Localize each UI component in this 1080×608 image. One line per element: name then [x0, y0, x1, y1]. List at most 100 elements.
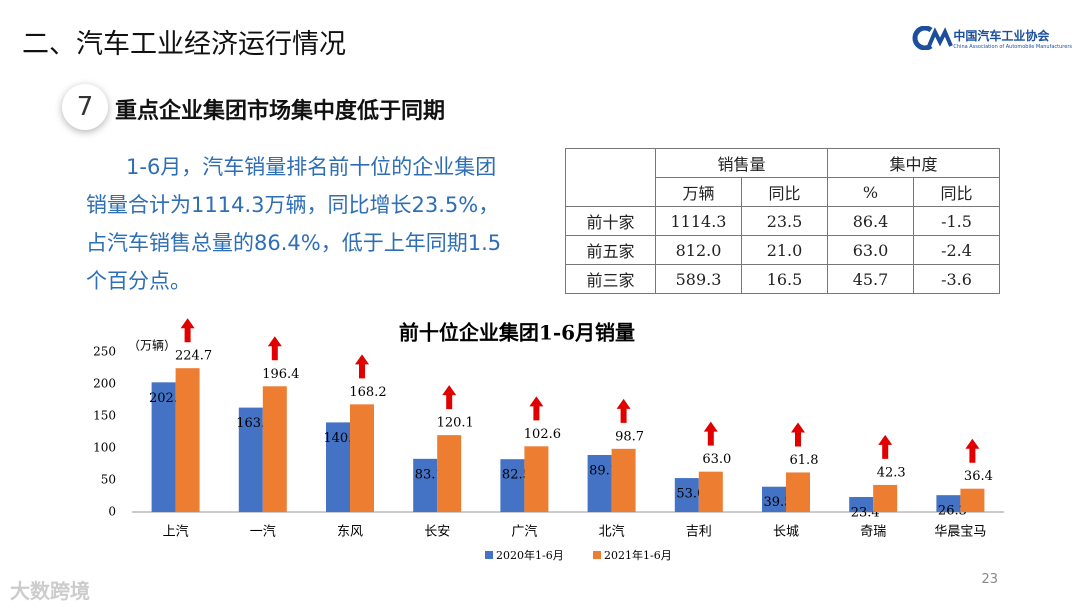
value-label: 102.6 [524, 427, 561, 442]
y-tick-label: 50 [101, 473, 116, 487]
logo-name: 中国汽车工业协会 [953, 28, 1050, 43]
bar [698, 471, 723, 512]
bar [873, 484, 898, 512]
slide-title: 二、汽车工业经济运行情况 [22, 29, 346, 60]
bar [674, 478, 699, 512]
y-unit: （万辆） [128, 339, 176, 353]
up-arrow [355, 354, 369, 379]
watermark: 大数跨境 [10, 579, 90, 603]
table-cell: 1114.3 [655, 206, 742, 236]
y-tick-label: 150 [93, 409, 116, 423]
bar [587, 454, 612, 512]
bar [960, 488, 985, 512]
legend-label: 2021年1-6月 [604, 548, 672, 562]
value-label: 224.7 [175, 349, 212, 364]
y-tick-label: 100 [93, 441, 116, 455]
table-corner [565, 148, 656, 207]
up-arrow [791, 422, 805, 447]
bar [500, 459, 525, 512]
up-arrow [442, 385, 457, 410]
bar [350, 404, 374, 512]
value-label: 89.1 [589, 463, 618, 478]
chart-title: 前十位企业集团1-6月销量 [399, 321, 635, 345]
logo: 中国汽车工业协会 China Association of Automobile… [909, 26, 1072, 50]
table-subheader: % [827, 177, 914, 207]
bar [151, 382, 176, 512]
bar [326, 422, 350, 512]
table-header: 销售量 [655, 148, 828, 178]
table-cell: -2.4 [913, 235, 1000, 265]
logo-sub: China Association of Automobile Manufact… [953, 43, 1072, 50]
table-subheader: 万辆 [655, 177, 742, 207]
up-arrow [965, 438, 980, 463]
table-cell: 589.3 [655, 264, 742, 294]
value-label: 196.4 [262, 367, 299, 382]
value-label: 98.7 [615, 429, 644, 444]
bar [762, 486, 786, 512]
page-number: 23 [981, 572, 998, 587]
x-tick-label: 东风 [337, 525, 363, 540]
x-tick-label: 奇瑞 [860, 524, 886, 540]
value-label: 83.1 [415, 467, 444, 482]
up-arrow [878, 434, 893, 459]
y-tick-label: 0 [108, 505, 116, 519]
bar [437, 435, 462, 512]
bar [175, 368, 200, 512]
x-tick-label: 北汽 [599, 525, 625, 540]
value-label: 36.4 [964, 469, 993, 484]
x-tick-label: 华晨宝马 [934, 525, 986, 540]
logo-text: 中国汽车工业协会 China Association of Automobile… [953, 27, 1072, 50]
section-title: 重点企业集团市场集中度低于同期 [115, 99, 446, 124]
value-label: 82.5 [502, 468, 531, 483]
legend-swatch [593, 551, 601, 559]
bar [262, 386, 287, 512]
value-label: 42.3 [877, 465, 906, 480]
table-cell: 23.5 [741, 206, 828, 236]
bar [238, 407, 263, 512]
table-cell: 86.4 [827, 206, 914, 236]
y-tick-label: 250 [93, 345, 116, 359]
up-arrow [267, 336, 282, 361]
value-label: 39.5 [764, 495, 793, 510]
table-subheader: 同比 [913, 177, 1000, 207]
paragraph-line: 占汽车销售总量的86.4%，低于上年同期1.5 [86, 231, 502, 255]
x-tick-label: 一汽 [250, 525, 276, 540]
paragraph: 1-6月，汽车销量排名前十位的企业集团 销量合计为1114.3万辆，同比增长23… [86, 148, 501, 300]
value-label: 26.3 [938, 504, 967, 519]
value-label: 61.8 [790, 453, 819, 468]
bar [611, 448, 636, 512]
bar [413, 458, 438, 512]
bar [849, 497, 874, 512]
bar [936, 495, 961, 512]
legend-label: 2020年1-6月 [496, 548, 564, 562]
x-tick-label: 长安 [424, 525, 450, 540]
table-cell: 16.5 [741, 264, 828, 294]
x-tick-label: 吉利 [686, 525, 712, 540]
up-arrow [180, 318, 195, 343]
row-label: 前三家 [565, 264, 656, 294]
value-label: 23.4 [851, 506, 880, 521]
table-cell: 45.7 [827, 264, 914, 294]
table-cell: -3.6 [913, 264, 1000, 294]
legend-swatch [485, 551, 493, 559]
x-tick-label: 广汽 [511, 525, 537, 540]
paragraph-line: 销量合计为1114.3万辆，同比增长23.5%， [86, 193, 500, 217]
up-arrow [616, 398, 631, 423]
table-subheader: 同比 [741, 177, 828, 207]
paragraph-line: 个百分点。 [86, 269, 191, 293]
up-arrow [703, 421, 718, 446]
x-tick-label: 长城 [773, 525, 799, 540]
data-table: 销售量 集中度 万辆 同比 % 同比 前十家 1114.3 23.5 86.4 -1.5… [565, 148, 1000, 294]
paragraph-line: 1-6月，汽车销量排名前十位的企业集团 [126, 155, 497, 179]
value-label: 63.0 [702, 452, 731, 467]
row-label: 前十家 [565, 206, 656, 236]
y-tick-label: 200 [93, 377, 116, 391]
bar [524, 446, 549, 512]
value-label: 120.1 [437, 416, 474, 431]
logo-mark [912, 26, 954, 50]
value-label: 53.0 [676, 487, 705, 502]
up-arrow [529, 396, 544, 421]
section-number: 7 [62, 84, 108, 130]
